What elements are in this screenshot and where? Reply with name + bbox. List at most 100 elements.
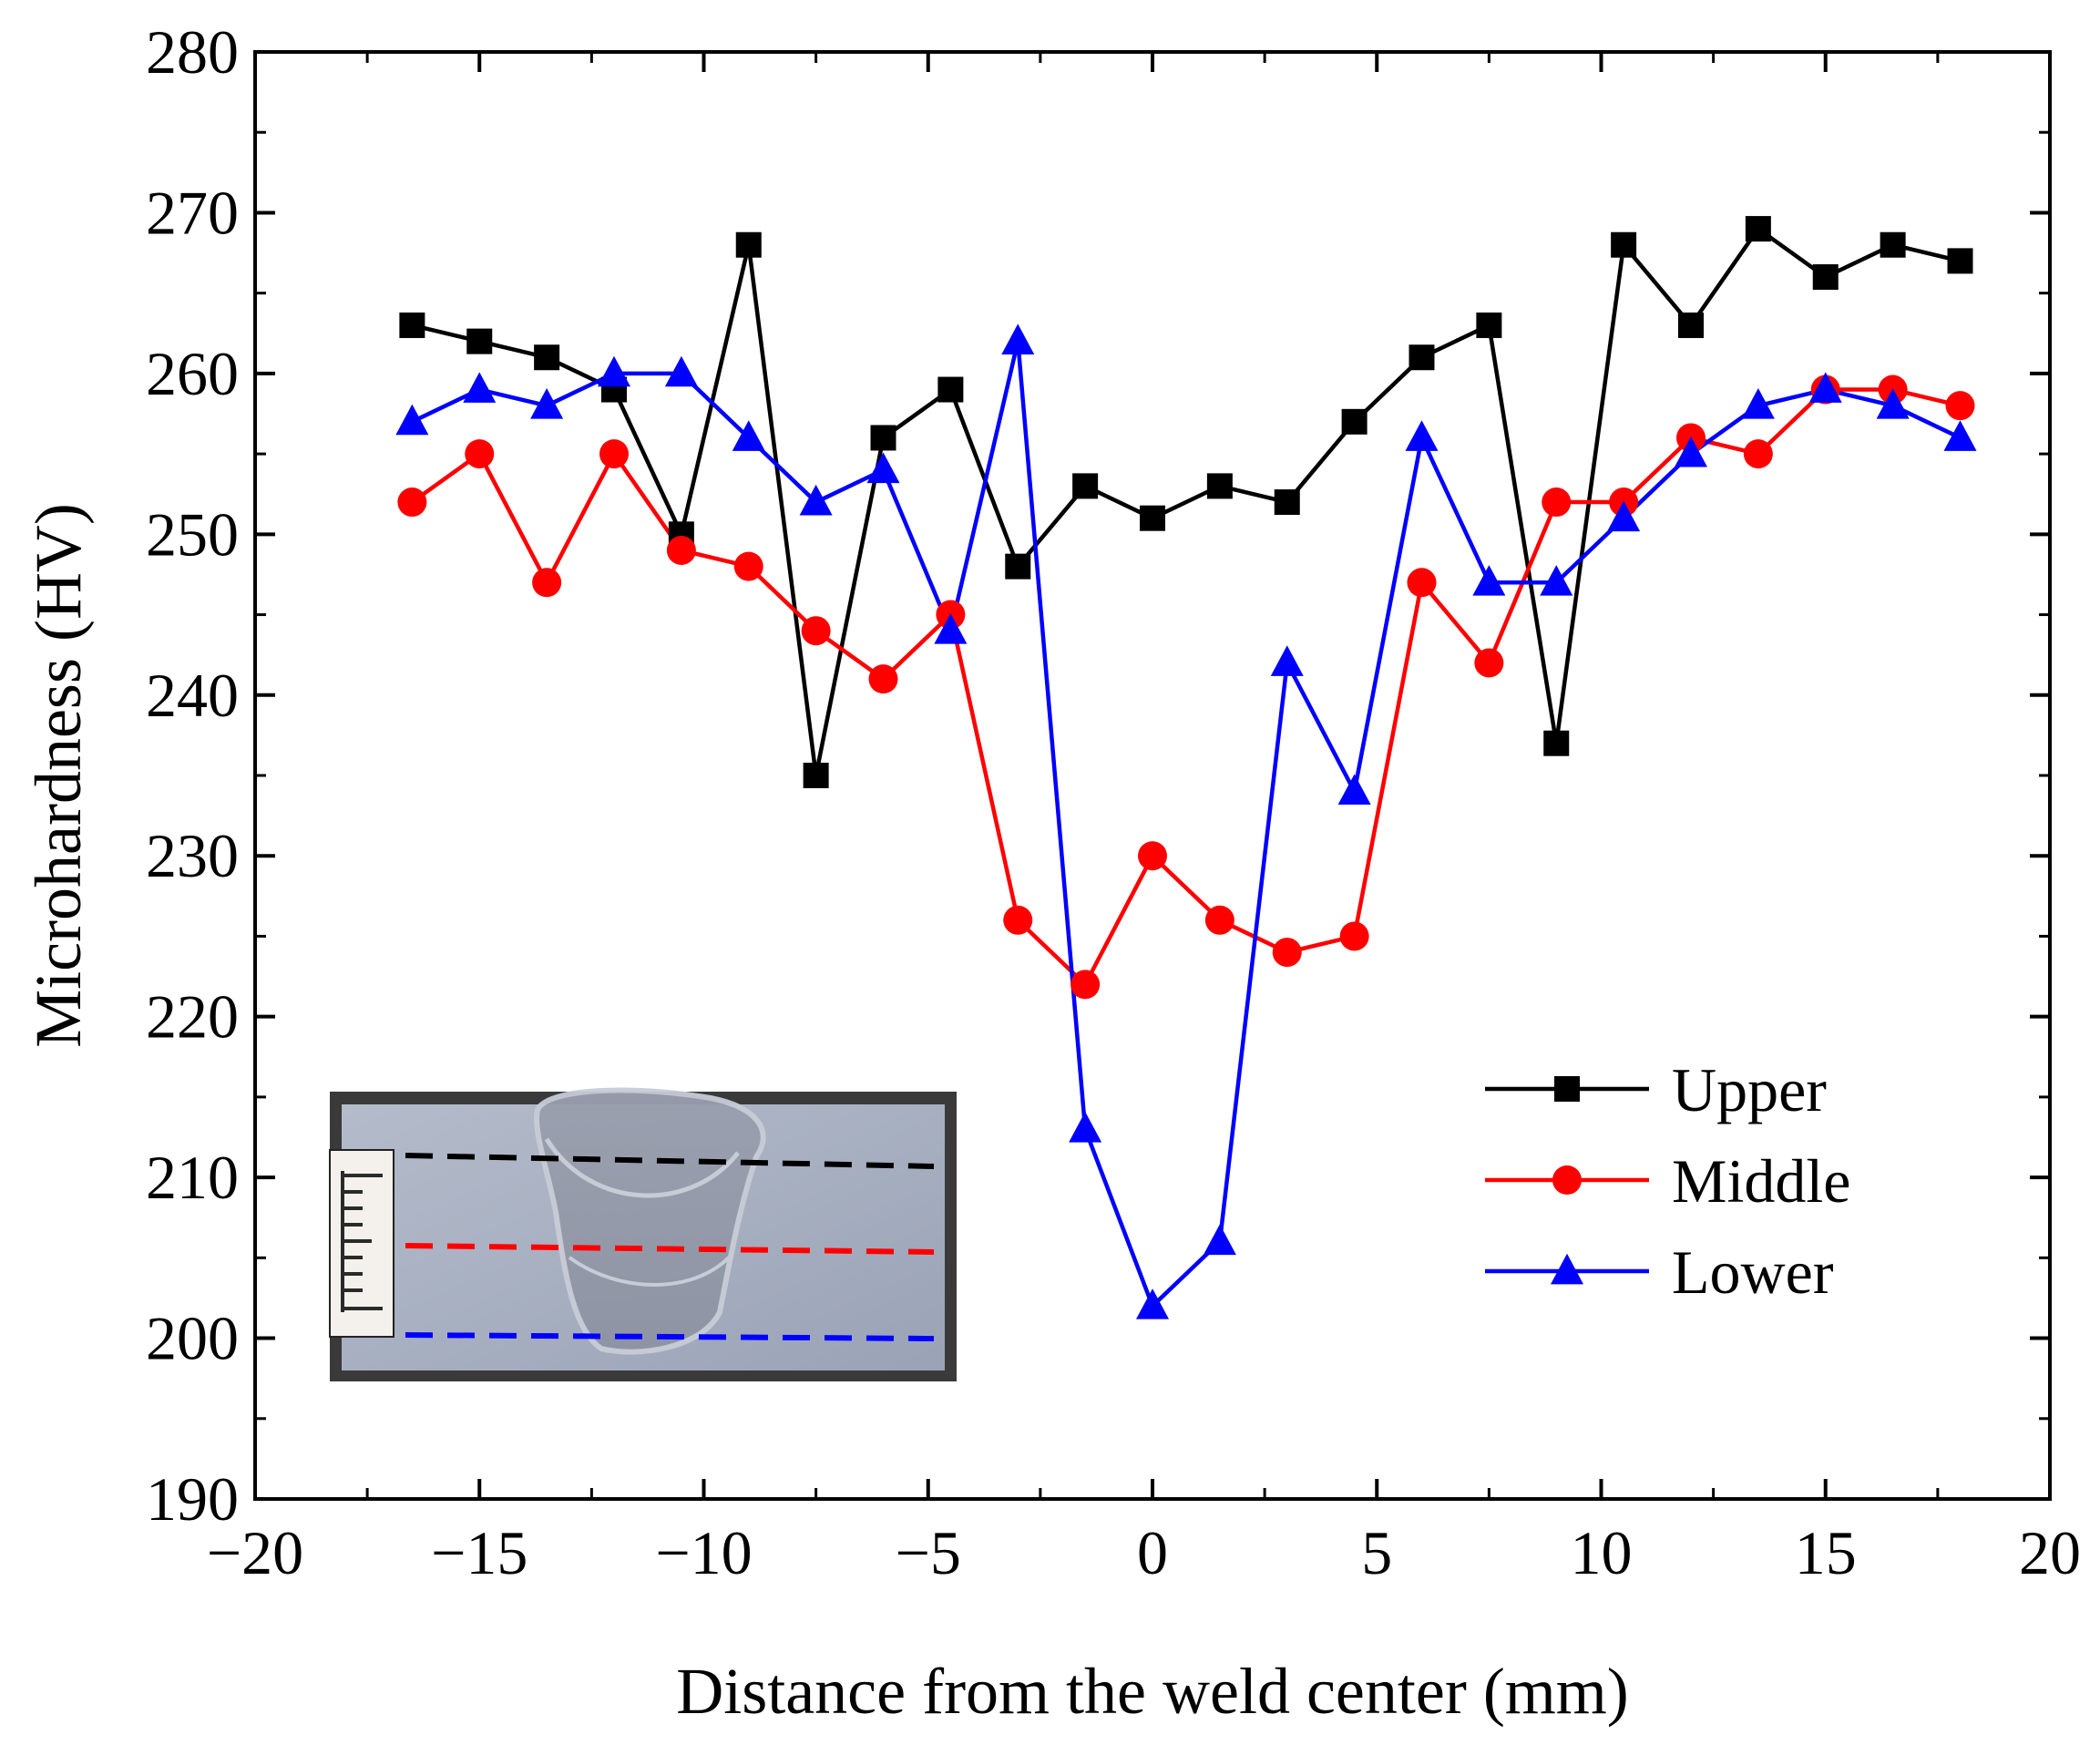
data-point-upper xyxy=(1409,344,1435,371)
x-tick-label: −5 xyxy=(896,1518,961,1587)
data-point-middle xyxy=(532,568,562,598)
data-point-middle xyxy=(1339,921,1369,951)
x-tick-label: −10 xyxy=(655,1518,752,1587)
data-point-lower xyxy=(1270,645,1304,676)
data-point-upper xyxy=(1947,248,1973,274)
y-tick-label: 270 xyxy=(146,178,239,247)
data-point-lower xyxy=(1607,500,1641,532)
x-axis: −20 −15 −10 −5 0 5 10 15 20 xyxy=(207,52,2081,1587)
data-point-middle xyxy=(733,551,763,581)
data-point-middle xyxy=(1003,905,1033,935)
x-tick-label: −15 xyxy=(431,1518,528,1587)
y-tick-label: 250 xyxy=(146,499,239,569)
data-point-middle xyxy=(1743,439,1773,469)
data-point-upper xyxy=(466,328,493,354)
y-tick-label: 220 xyxy=(146,982,239,1052)
x-tick-label: 10 xyxy=(1571,1518,1633,1587)
y-axis: 190 200 210 220 230 240 250 260 270 280 xyxy=(146,17,2050,1534)
data-point-lower xyxy=(1136,1288,1169,1319)
series-markers xyxy=(395,216,1977,1319)
data-point-lower xyxy=(1540,565,1573,596)
legend-marker-lower xyxy=(1551,1253,1583,1285)
x-tick-label: 15 xyxy=(1795,1518,1857,1587)
x-tick-label: 5 xyxy=(1361,1518,1392,1587)
data-point-lower xyxy=(866,452,900,484)
y-tick-label: 280 xyxy=(146,17,239,87)
data-point-middle xyxy=(666,535,696,565)
y-tick-label: 240 xyxy=(146,661,239,730)
data-point-upper xyxy=(1880,231,1906,258)
data-point-upper xyxy=(1745,216,1771,242)
data-point-upper xyxy=(1476,312,1502,338)
data-point-middle xyxy=(868,664,898,694)
data-point-lower xyxy=(395,404,429,436)
legend-marker-middle xyxy=(1552,1165,1582,1195)
x-tick-label: −20 xyxy=(207,1518,303,1587)
data-point-middle xyxy=(1204,905,1234,935)
data-point-lower xyxy=(530,387,564,419)
legend: Upper Middle Lower xyxy=(1485,1055,1850,1307)
data-point-middle xyxy=(1945,391,1975,421)
data-point-upper xyxy=(1274,489,1300,516)
data-point-upper xyxy=(735,231,762,258)
legend-marker-upper xyxy=(1554,1076,1580,1102)
x-tick-label: 20 xyxy=(2019,1518,2081,1587)
data-point-middle xyxy=(1474,648,1504,678)
data-point-lower xyxy=(1001,323,1035,354)
data-point-upper xyxy=(803,763,829,788)
data-point-upper xyxy=(1678,312,1704,338)
data-point-middle xyxy=(1407,568,1437,598)
data-point-lower xyxy=(1405,420,1439,451)
data-point-middle xyxy=(1542,488,1572,518)
data-point-middle xyxy=(397,488,427,518)
data-point-lower xyxy=(934,613,968,644)
data-point-middle xyxy=(1070,970,1101,1000)
y-axis-title: Microhardness (HV) xyxy=(22,503,95,1048)
data-point-upper xyxy=(1072,473,1099,499)
x-tick-label: 0 xyxy=(1137,1518,1168,1587)
data-point-lower xyxy=(664,355,698,387)
y-tick-label: 260 xyxy=(146,339,239,408)
x-axis-title: Distance from the weld center (mm) xyxy=(676,1655,1629,1728)
legend-label-upper: Upper xyxy=(1672,1055,1827,1124)
data-point-upper xyxy=(399,312,425,338)
data-point-middle xyxy=(1138,841,1167,871)
data-point-lower xyxy=(799,484,833,516)
data-point-middle xyxy=(801,616,831,646)
legend-label-middle: Middle xyxy=(1672,1146,1850,1216)
data-point-upper xyxy=(937,376,964,403)
data-point-upper xyxy=(1812,264,1839,291)
data-point-lower xyxy=(1203,1224,1236,1256)
data-point-upper xyxy=(534,344,560,371)
data-point-middle xyxy=(599,439,629,469)
data-point-lower xyxy=(1808,372,1842,403)
data-point-upper xyxy=(1206,473,1233,499)
data-point-lower xyxy=(1741,387,1775,419)
y-tick-label: 190 xyxy=(146,1464,239,1534)
y-tick-label: 200 xyxy=(146,1304,239,1373)
data-point-lower xyxy=(1069,1111,1102,1143)
weld-cross-section-photo xyxy=(329,1087,957,1381)
data-point-middle xyxy=(1272,938,1302,968)
y-tick-label: 230 xyxy=(146,821,239,890)
data-point-lower xyxy=(1675,436,1707,467)
data-point-upper xyxy=(1341,408,1368,435)
data-point-lower xyxy=(598,355,630,387)
series-line-middle xyxy=(411,387,1962,987)
data-point-middle xyxy=(465,439,495,469)
data-point-upper xyxy=(1611,231,1637,258)
legend-label-lower: Lower xyxy=(1672,1237,1834,1307)
data-point-lower xyxy=(1876,387,1910,419)
data-point-upper xyxy=(1140,505,1165,531)
data-point-lower xyxy=(463,372,497,403)
series-line-upper xyxy=(411,226,1962,778)
y-tick-label: 210 xyxy=(146,1143,239,1212)
data-point-upper xyxy=(1543,730,1570,756)
data-point-upper xyxy=(870,425,896,451)
data-point-lower xyxy=(1337,774,1371,806)
data-point-lower xyxy=(1472,565,1506,596)
data-point-lower xyxy=(1943,420,1977,451)
data-point-upper xyxy=(1005,553,1031,580)
data-point-lower xyxy=(732,420,765,451)
